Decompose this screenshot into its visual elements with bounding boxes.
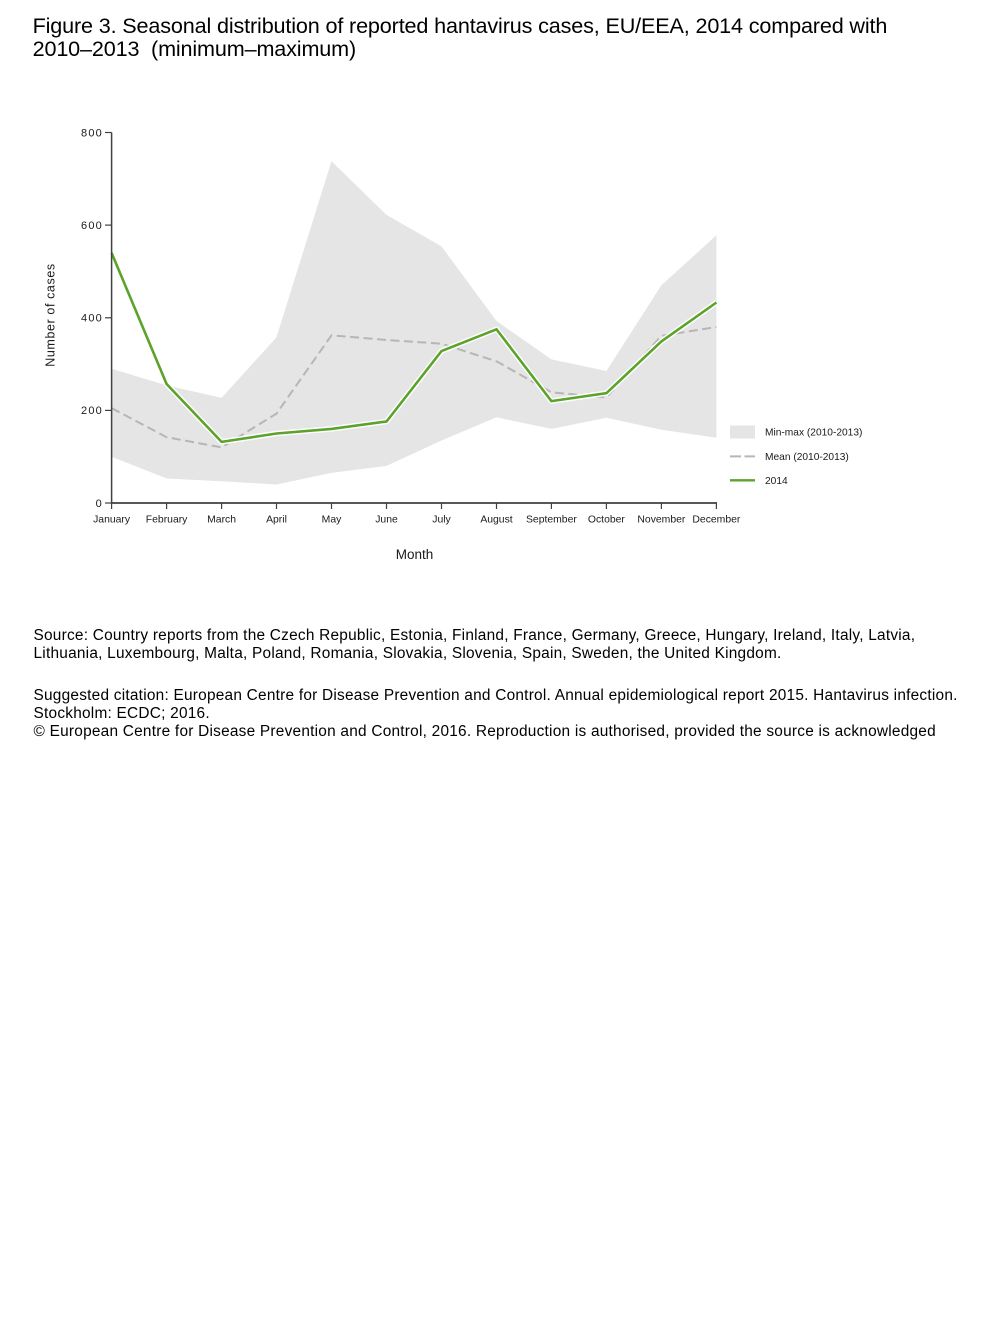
svg-text:March: March [207,515,236,526]
svg-text:400: 400 [81,313,103,325]
svg-text:Min-max (2010-2013): Min-max (2010-2013) [765,428,862,439]
svg-text:December: December [692,515,740,526]
svg-text:February: February [146,515,188,526]
svg-text:2014: 2014 [765,476,788,487]
svg-text:November: November [637,515,685,526]
svg-text:July: July [432,515,451,526]
svg-text:Mean (2010-2013): Mean (2010-2013) [765,452,849,463]
svg-text:0: 0 [96,498,103,510]
svg-text:September: September [526,515,577,526]
svg-text:600: 600 [81,220,103,232]
svg-text:October: October [588,515,626,526]
svg-text:June: June [375,515,398,526]
svg-text:April: April [266,515,287,526]
svg-text:May: May [322,515,342,526]
svg-text:800: 800 [81,127,103,139]
svg-text:200: 200 [81,405,103,417]
svg-text:Number of cases: Number of cases [43,263,57,366]
svg-text:Month: Month [396,547,434,562]
svg-text:January: January [93,515,131,526]
svg-text:August: August [480,515,512,526]
